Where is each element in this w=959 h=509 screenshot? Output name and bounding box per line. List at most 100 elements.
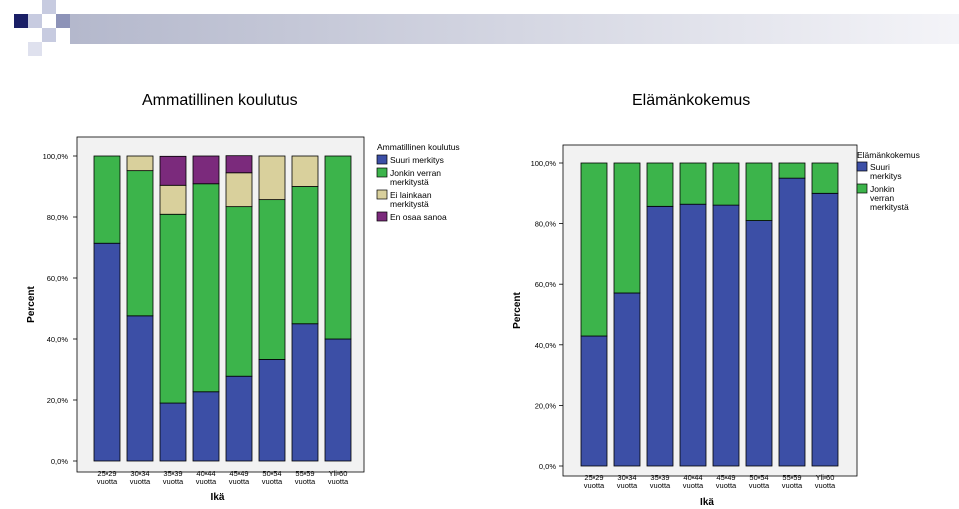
right-chart-category-label: vuotta [782,481,803,490]
left-chart: 0,0% 20,0% 40,0% 60,0% 80,0% 100,0% Percent 25-… [26,136,460,503]
right-chart-bar-segment [745,162,773,221]
right-chart-bar-segment [778,162,806,179]
left-chart-bar-segment [126,315,154,462]
right-chart-category-label: vuotta [683,481,704,490]
right-chart-bar-segment [613,162,641,294]
left-chart-bar-segment [258,199,286,360]
right-chart-category-label: vuotta [749,481,770,490]
right-chart-category-label: 45-49 [716,473,735,482]
right-chart-category-label: 50-54 [749,473,768,482]
left-chart-bar-segment [93,155,121,244]
right-chart-bar-segment [580,162,608,337]
right-chart-y-tick-label: 60,0% [535,280,557,289]
left-chart-category-label: vuotta [196,477,217,486]
left-chart-bar-segment [291,186,319,325]
header-square [42,28,56,42]
left-chart-x-axis-title: Ikä [211,492,225,503]
right-chart-bar-segment [811,192,839,467]
left-chart-bar-segment [291,155,319,187]
right-chart-legend-swatch [856,183,868,194]
right-chart-category-label: vuotta [617,481,638,490]
left-chart-bar-segment [225,206,253,377]
right-chart-heading: Elämänkokemus [632,92,751,109]
left-chart-category-label: 35-39 [163,469,182,478]
left-chart-bar-segment [258,359,286,462]
right-chart-bar-segment [613,292,641,467]
right-chart-bar-segment [646,205,674,467]
left-chart-y-tick-label: 60,0% [47,274,69,283]
right-chart-x-axis-title: Ikä [700,497,714,508]
left-chart-y-tick-label: 80,0% [47,213,69,222]
left-chart-category-label: 50-54 [262,469,281,478]
left-chart-category-label: 25-29 [97,469,116,478]
left-chart-bar-segment [159,184,187,215]
left-chart-category-label: vuotta [295,477,316,486]
header-square [28,14,42,28]
left-chart-legend-label: Jonkin verran merkitystä [390,168,441,187]
right-chart-y-tick-label: 40,0% [535,341,557,350]
left-chart-bar-segment [324,155,352,340]
right-chart-category-label: 35-39 [650,473,669,482]
left-chart-legend: Ammatillinen koulutus Suuri merkitys Jonki… [376,142,460,222]
left-chart-heading: Ammatillinen koulutus [142,92,298,109]
right-chart-y-tick-label: 100,0% [531,159,557,168]
left-chart-bar-segment [93,242,121,462]
right-chart-legend-label: Suuri merkitys [870,162,902,181]
left-chart-bar-segment [225,155,253,174]
left-chart-bar-segment [225,172,253,208]
left-chart-bar-segment [159,402,187,462]
left-chart-legend-label: Ei lainkaan merkitystä [390,190,432,209]
left-chart-category-label: 40-44 [196,469,215,478]
right-chart-bar-segment [712,204,740,467]
right-chart-y-tick-label: 0,0% [539,462,556,471]
left-chart-bar-segment [126,170,154,317]
right-chart-bar-segment [580,335,608,467]
left-chart-legend-label: En osaa sanoa [390,212,447,222]
right-chart-bar-segment [712,162,740,206]
left-chart-bar-segment [192,155,220,185]
header-square [56,14,70,28]
left-chart-bar-segment [126,155,154,172]
left-chart-category-label: 30-34 [130,469,149,478]
left-chart-bar-segment [225,375,253,462]
right-chart-y-tick-label: 20,0% [535,401,557,410]
left-chart-legend-swatch [376,154,388,165]
header-square [14,14,28,28]
left-chart-y-tick-label: 100,0% [43,152,69,161]
right-chart-legend-title: Elämänkokemus [857,150,920,160]
left-chart-bar-segment [159,213,187,404]
right-chart-plot-area [562,144,858,477]
left-chart-bar-segment [159,155,187,186]
right-chart-bar-segment [679,203,707,467]
left-chart-y-tick-label: 40,0% [47,335,69,344]
left-chart-category-label: 55-59 [295,469,314,478]
left-chart-legend-label: Suuri merkitys [390,155,444,165]
left-chart-bar-segment [192,391,220,462]
left-chart-legend-title: Ammatillinen koulutus [377,142,460,152]
right-chart-y-tick-label: 80,0% [535,220,557,229]
header-square [0,0,14,14]
right-chart-y-axis-title: Percent [512,291,523,328]
left-chart-legend-swatch [376,167,388,178]
right-chart-legend-swatch [856,161,868,172]
left-chart-y-tick-label: 20,0% [47,396,69,405]
right-chart-bar-segment [778,177,806,467]
left-chart-bar-segment [291,323,319,462]
left-chart-category-label: vuotta [163,477,184,486]
left-chart-y-axis-title: Percent [26,285,37,322]
left-chart-category-label: vuotta [328,477,349,486]
slide-header-decoration [0,0,959,56]
right-chart-category-label: vuotta [650,481,671,490]
right-chart-category-label: vuotta [716,481,737,490]
right-chart-category-label: 40-44 [683,473,702,482]
right-chart-category-label: 30-34 [617,473,636,482]
header-square [28,42,42,56]
header-gradient-bar [70,14,959,44]
right-chart-category-label: Yli 60 [816,473,835,482]
left-chart-bar-segment [192,183,220,393]
right-chart-category-label: vuotta [815,481,836,490]
left-chart-y-tick-label: 0,0% [51,457,68,466]
right-chart: 0,0% 20,0% 40,0% 60,0% 80,0% 100,0% Percent 25-… [512,144,920,508]
left-chart-legend-swatch [376,211,388,222]
